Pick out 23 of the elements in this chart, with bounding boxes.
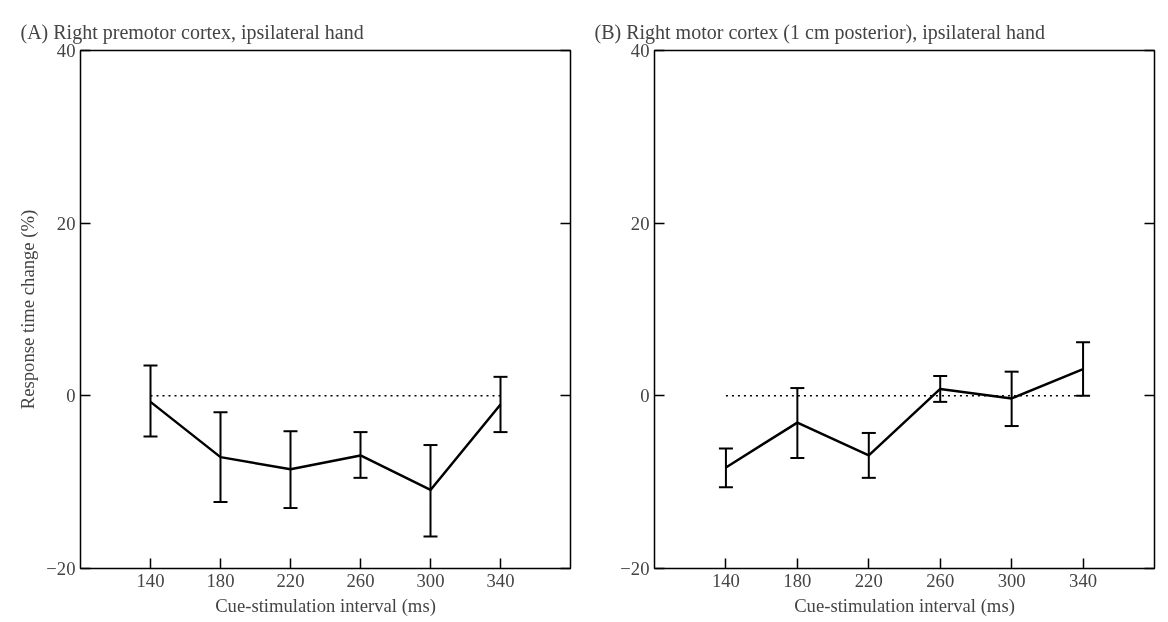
x-tick-label: 260 (926, 569, 955, 591)
x-tick-label: 140 (711, 569, 740, 591)
y-tick-label: −20 (620, 558, 650, 579)
x-axis-title: Cue-stimulation interval (ms) (215, 594, 436, 617)
y-tick-label: 20 (56, 212, 76, 234)
x-tick-label: 300 (416, 569, 445, 591)
x-tick-label: 140 (136, 569, 165, 591)
y-tick-label: 0 (66, 385, 76, 407)
x-tick-label: 220 (276, 569, 305, 591)
x-tick-label: 300 (997, 569, 1026, 591)
y-tick-label: −20 (46, 558, 76, 579)
y-axis-title: Response time change (%) (17, 209, 40, 410)
x-tick-label: 180 (783, 569, 812, 591)
x-axis-title: Cue-stimulation interval (ms) (794, 594, 1015, 617)
x-tick-label: 180 (206, 569, 235, 591)
y-tick-label: 0 (640, 385, 650, 407)
chart-title: (A) Right premotor cortex, ipsilateral hand (20, 20, 364, 44)
chart-title: (B) Right motor cortex (1 cm posterior), ipsilateral hand (594, 20, 1045, 44)
x-tick-label: 340 (486, 569, 515, 591)
x-tick-label: 260 (346, 569, 375, 591)
x-tick-label: 220 (854, 569, 883, 591)
x-tick-label: 340 (1069, 569, 1098, 591)
y-tick-label: 20 (630, 212, 650, 234)
